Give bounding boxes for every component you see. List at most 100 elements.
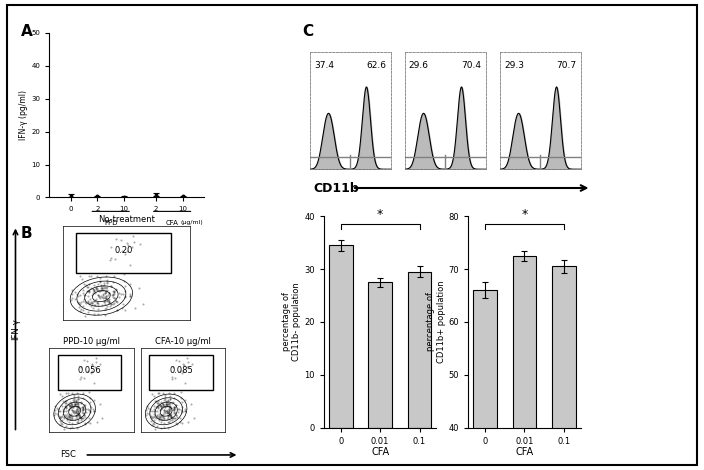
Point bbox=[124, 292, 135, 300]
Point bbox=[83, 281, 94, 288]
Point bbox=[96, 284, 108, 292]
Point bbox=[177, 407, 188, 415]
Point bbox=[73, 292, 84, 300]
Point bbox=[108, 291, 119, 299]
Point bbox=[80, 299, 92, 307]
Bar bbox=[408, 272, 432, 428]
Point bbox=[89, 301, 100, 309]
Point bbox=[100, 287, 111, 295]
Point bbox=[62, 410, 73, 418]
Point bbox=[66, 402, 77, 409]
Point bbox=[105, 282, 116, 290]
Point bbox=[158, 389, 169, 397]
Point bbox=[64, 412, 75, 419]
Point bbox=[70, 398, 82, 405]
Point bbox=[58, 397, 69, 405]
Point bbox=[65, 400, 77, 408]
Point bbox=[73, 402, 84, 409]
Point bbox=[64, 418, 75, 425]
Point bbox=[82, 308, 94, 316]
Point bbox=[103, 289, 114, 297]
Point bbox=[108, 288, 120, 296]
Point bbox=[68, 398, 80, 405]
Point bbox=[99, 294, 111, 301]
Point bbox=[168, 407, 180, 414]
Point bbox=[85, 407, 96, 415]
Point bbox=[171, 420, 182, 428]
Point bbox=[120, 250, 131, 258]
Point bbox=[77, 389, 89, 397]
Bar bbox=[473, 290, 497, 470]
Point bbox=[99, 297, 110, 305]
Bar bbox=[329, 245, 353, 428]
Point bbox=[182, 359, 194, 366]
Text: CFA-10 μg/ml: CFA-10 μg/ml bbox=[155, 337, 211, 346]
X-axis label: CFA: CFA bbox=[515, 447, 534, 457]
Point bbox=[66, 407, 77, 414]
Point bbox=[140, 411, 151, 418]
Point bbox=[84, 409, 96, 416]
Point bbox=[134, 240, 145, 248]
Text: C: C bbox=[303, 24, 314, 39]
Point bbox=[121, 247, 132, 255]
Point bbox=[108, 272, 120, 280]
Point bbox=[170, 409, 181, 416]
Point bbox=[61, 403, 72, 411]
Point bbox=[177, 369, 188, 377]
Point bbox=[149, 416, 160, 423]
Point bbox=[84, 296, 96, 303]
Point bbox=[152, 413, 163, 420]
Point bbox=[103, 289, 115, 297]
Point bbox=[163, 413, 174, 420]
Point bbox=[70, 408, 81, 416]
Point bbox=[153, 414, 164, 422]
Point bbox=[77, 275, 88, 282]
Point bbox=[169, 389, 180, 397]
Point bbox=[77, 406, 88, 413]
Point bbox=[152, 402, 163, 410]
Point bbox=[160, 394, 171, 401]
Point bbox=[158, 400, 169, 407]
Point bbox=[70, 408, 82, 416]
Point bbox=[72, 389, 83, 397]
Text: B: B bbox=[21, 226, 33, 241]
Point bbox=[125, 261, 136, 269]
Point bbox=[56, 302, 67, 309]
Point bbox=[85, 273, 96, 280]
Point bbox=[111, 285, 122, 293]
Point bbox=[112, 298, 123, 306]
Point bbox=[85, 369, 96, 377]
Bar bbox=[149, 354, 213, 390]
Point bbox=[94, 294, 106, 302]
Point bbox=[73, 416, 84, 424]
Point bbox=[77, 298, 88, 305]
Point bbox=[174, 406, 185, 413]
Point bbox=[101, 286, 113, 294]
Point bbox=[164, 402, 175, 410]
Point bbox=[163, 407, 175, 415]
Point bbox=[137, 300, 149, 307]
Point bbox=[102, 296, 113, 304]
Point bbox=[164, 402, 175, 409]
Point bbox=[81, 408, 92, 416]
Point bbox=[110, 294, 121, 301]
Point bbox=[92, 286, 103, 293]
Point bbox=[158, 413, 169, 420]
Point bbox=[69, 398, 80, 406]
Point bbox=[183, 418, 194, 425]
Point bbox=[66, 400, 77, 407]
Point bbox=[145, 412, 156, 420]
Point bbox=[69, 400, 80, 408]
Point bbox=[78, 409, 89, 416]
Point bbox=[54, 407, 65, 415]
Point bbox=[167, 363, 178, 371]
Point bbox=[101, 295, 112, 302]
Point bbox=[60, 422, 71, 430]
Point bbox=[175, 367, 186, 375]
Point bbox=[64, 403, 75, 410]
Bar bbox=[76, 233, 171, 273]
Point bbox=[101, 276, 112, 283]
Point bbox=[111, 286, 122, 293]
Point bbox=[101, 279, 113, 286]
Point bbox=[70, 407, 81, 415]
